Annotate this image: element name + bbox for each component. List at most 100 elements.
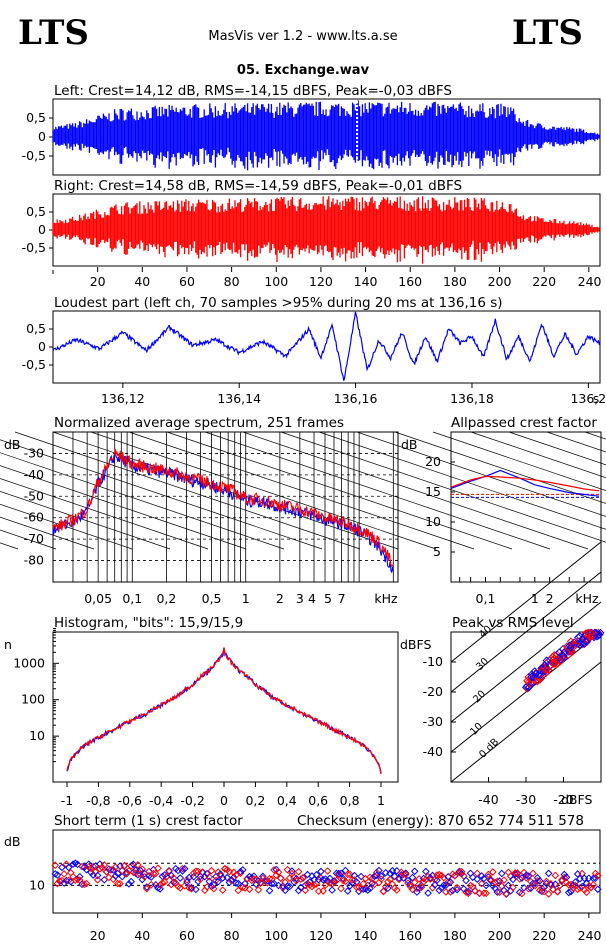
left-crest-point [439, 881, 448, 890]
xtick-label: 0,1 [122, 591, 142, 606]
checksum-label: Checksum (energy): 870 652 774 511 578 [297, 813, 584, 829]
loudest-part-title: Loudest part (left ch, 70 samples >95% d… [54, 295, 503, 311]
xtick-label: 4 [308, 591, 316, 606]
xtick-label: 5 [324, 591, 332, 606]
left-crest-point [87, 868, 95, 877]
left-crest-point [576, 874, 584, 883]
ytick-label: 0,5 [26, 204, 46, 219]
ytick-label: -80 [24, 553, 44, 568]
right-crest-point [464, 889, 473, 898]
right-crest-point [109, 875, 118, 884]
xtick-label: -0,6 [118, 793, 142, 808]
xtick-label: s [593, 391, 600, 406]
left-crest-point [285, 882, 294, 891]
ytick-label: -50 [24, 488, 44, 503]
slope-line [0, 439, 323, 550]
left-crest-point [138, 875, 147, 884]
left-crest-point [93, 871, 102, 880]
left-crest-point [267, 879, 276, 888]
histogram-plot: 1000 100 10 -1 -0,8 -0,6 -0,4 -0,2 0 0,2 0,4 0,6 0,8… [13, 628, 385, 808]
right-crest-point [520, 868, 528, 877]
loudest-part-trace [52, 311, 601, 381]
left-crest-point [384, 884, 392, 893]
right-crest-point [149, 869, 158, 878]
left-crest-point [337, 869, 345, 878]
xtick-label: 220 [532, 928, 556, 943]
crest-diagonal [450, 661, 602, 783]
right-crest-point [415, 875, 423, 883]
right-level-point [556, 657, 565, 666]
left-crest-point [171, 864, 180, 873]
left-crest-point [455, 867, 464, 876]
right-crest-point [475, 889, 484, 897]
left-crest-point [388, 866, 397, 875]
right-crest-point [533, 877, 542, 885]
right-crest-point [401, 870, 410, 879]
xtick-label: 160 [398, 274, 422, 289]
peak-rms-title: Peak vs RMS level [452, 615, 574, 631]
left-crest-point [125, 880, 133, 888]
left-crest-point [567, 887, 575, 896]
xtick-label: 60 [179, 274, 195, 289]
left-crest-point [529, 879, 537, 888]
left-crest-point [518, 874, 526, 882]
slope-line [0, 490, 171, 550]
left-crest-point [580, 874, 589, 883]
xtick-label: 60 [179, 928, 195, 943]
left-level-point [555, 648, 564, 657]
histogram-title: Histogram, "bits": 15,9/15,9 [54, 615, 243, 631]
right-waveform-plot: 0,5 0 -0,5 20 40 60 80 100 120 140 160 180 200 220 240… [22, 196, 606, 289]
right-crest-point [489, 868, 497, 876]
right-crest-point [134, 861, 142, 869]
ytick-label: -20 [423, 684, 443, 699]
right-crest-point [142, 884, 151, 893]
left-crest-point [401, 869, 410, 877]
right-histogram-line [66, 647, 382, 775]
right-crest-point [337, 884, 345, 893]
slope-line [90, 431, 437, 550]
right-crest-point [428, 884, 437, 892]
right-crest-point [122, 870, 131, 878]
right-crest-point [53, 879, 62, 888]
right-crest-point [377, 875, 386, 883]
right-crest-point [587, 883, 595, 892]
right-crest-point [252, 875, 260, 884]
right-crest-point [482, 889, 490, 898]
left-crest-point [446, 878, 455, 886]
right-crest-point [330, 878, 339, 887]
left-crest-point [214, 877, 223, 886]
left-level-point [527, 672, 536, 681]
left-crest-point [265, 886, 274, 895]
xtick-label: 2 [546, 591, 554, 606]
right-crest-point [276, 874, 285, 883]
left-crest-point [464, 887, 473, 896]
loudest-part-frame [52, 310, 601, 384]
left-crest-point [254, 877, 263, 885]
xtick-label: 20 [90, 274, 106, 289]
right-crest-point [254, 886, 263, 894]
xtick-label: kHz [575, 591, 599, 606]
left-crest-point [272, 865, 281, 874]
right-crest-point [274, 868, 283, 877]
right-crest-point [120, 861, 129, 870]
xtick-label: 0,8 [340, 793, 360, 808]
left-level-point [560, 648, 569, 657]
right-crest-point [589, 880, 598, 889]
right-crest-point [216, 871, 225, 880]
ytick-label: -70 [24, 531, 44, 546]
left-crest-point [194, 877, 202, 886]
xtick-label: 80 [224, 274, 240, 289]
xtick-label: 136,14 [217, 391, 261, 406]
ytick-label: 0 [38, 222, 46, 237]
diagonal-label: 10 [468, 721, 485, 738]
xtick-label: 3 [296, 591, 304, 606]
xtick-label: 200 [488, 274, 512, 289]
left-level-point [566, 643, 575, 652]
left-crest-point [192, 885, 200, 894]
xtick-label: 1 [377, 793, 385, 808]
ytick-label: -40 [423, 744, 443, 759]
file-name: 05. Exchange.wav [237, 63, 370, 78]
xtick-label: 1 [531, 591, 539, 606]
left-crest-point [593, 885, 602, 894]
